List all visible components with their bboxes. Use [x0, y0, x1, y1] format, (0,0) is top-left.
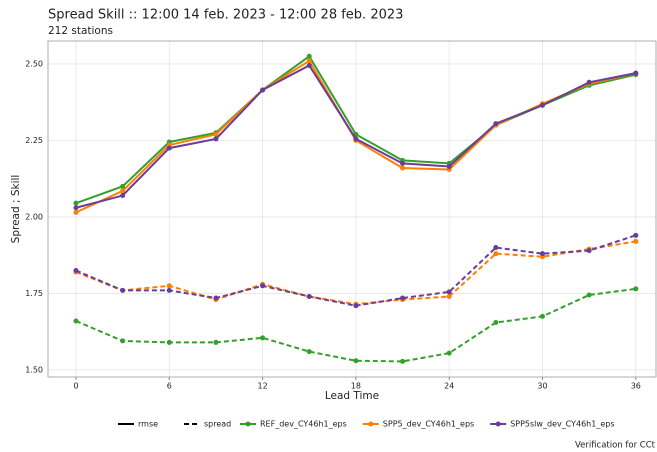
chart-title: Spread Skill :: 12:00 14 feb. 2023 - 12:… [48, 8, 403, 23]
point [213, 136, 219, 142]
caption: Verification for CCt [575, 441, 656, 451]
point [306, 294, 312, 300]
point [73, 205, 79, 211]
point [73, 209, 79, 215]
point [260, 283, 266, 289]
point [120, 183, 126, 189]
point [73, 200, 79, 206]
point [213, 295, 219, 301]
point [493, 251, 499, 257]
point [120, 188, 126, 194]
point [400, 160, 406, 166]
point [586, 248, 592, 254]
chart-subtitle: 212 stations [48, 25, 113, 37]
point [260, 335, 266, 341]
point [493, 245, 499, 251]
point [493, 320, 499, 326]
point [166, 145, 172, 151]
point [213, 131, 219, 137]
point [120, 193, 126, 199]
point [306, 53, 312, 59]
point [446, 350, 452, 356]
point [446, 289, 452, 295]
legend-key [495, 421, 501, 427]
legend-label: SPP5slw_dev_CY46h1_eps [510, 420, 614, 429]
point [166, 287, 172, 293]
point [633, 232, 639, 238]
legend-label: REF_dev_CY46h1_eps [260, 420, 347, 429]
point [166, 283, 172, 289]
y-tick-label: 1.75 [25, 289, 43, 298]
point [213, 339, 219, 345]
point [633, 70, 639, 76]
x-tick-label: 12 [257, 382, 267, 391]
legend-label: rmse [138, 420, 158, 429]
point [120, 338, 126, 344]
y-tick-label: 2.25 [25, 136, 43, 145]
point [260, 87, 266, 93]
point [539, 102, 545, 108]
y-tick-label: 2.50 [25, 59, 43, 68]
x-tick-label: 0 [73, 382, 78, 391]
legend-key [245, 421, 251, 427]
point [446, 294, 452, 300]
point [400, 295, 406, 301]
x-axis-title: Lead Time [325, 390, 379, 402]
point [633, 286, 639, 292]
x-tick-label: 30 [537, 382, 547, 391]
point [73, 268, 79, 274]
point [539, 313, 545, 319]
point [353, 136, 359, 142]
point [353, 358, 359, 364]
point [166, 339, 172, 345]
point [493, 121, 499, 127]
point [400, 358, 406, 364]
point [446, 163, 452, 169]
legend-label: SPP5_dev_CY46h1_eps [383, 420, 474, 429]
x-tick-label: 24 [444, 382, 454, 391]
point [306, 58, 312, 64]
legend-key [368, 421, 374, 427]
y-axis-title: Spread ; Skill [10, 175, 22, 244]
point [400, 165, 406, 171]
x-tick-label: 6 [167, 382, 172, 391]
point [539, 251, 545, 257]
x-tick-label: 18 [351, 382, 361, 391]
point [586, 292, 592, 298]
y-tick-label: 2.00 [25, 212, 43, 221]
plot-border [47, 40, 657, 378]
point [306, 349, 312, 355]
point [633, 238, 639, 244]
x-tick-label: 36 [631, 382, 641, 391]
point [120, 287, 126, 293]
point [306, 62, 312, 68]
legend-label: spread [204, 420, 231, 429]
point [586, 79, 592, 85]
point [73, 318, 79, 324]
y-tick-label: 1.50 [25, 365, 43, 374]
point [353, 303, 359, 309]
